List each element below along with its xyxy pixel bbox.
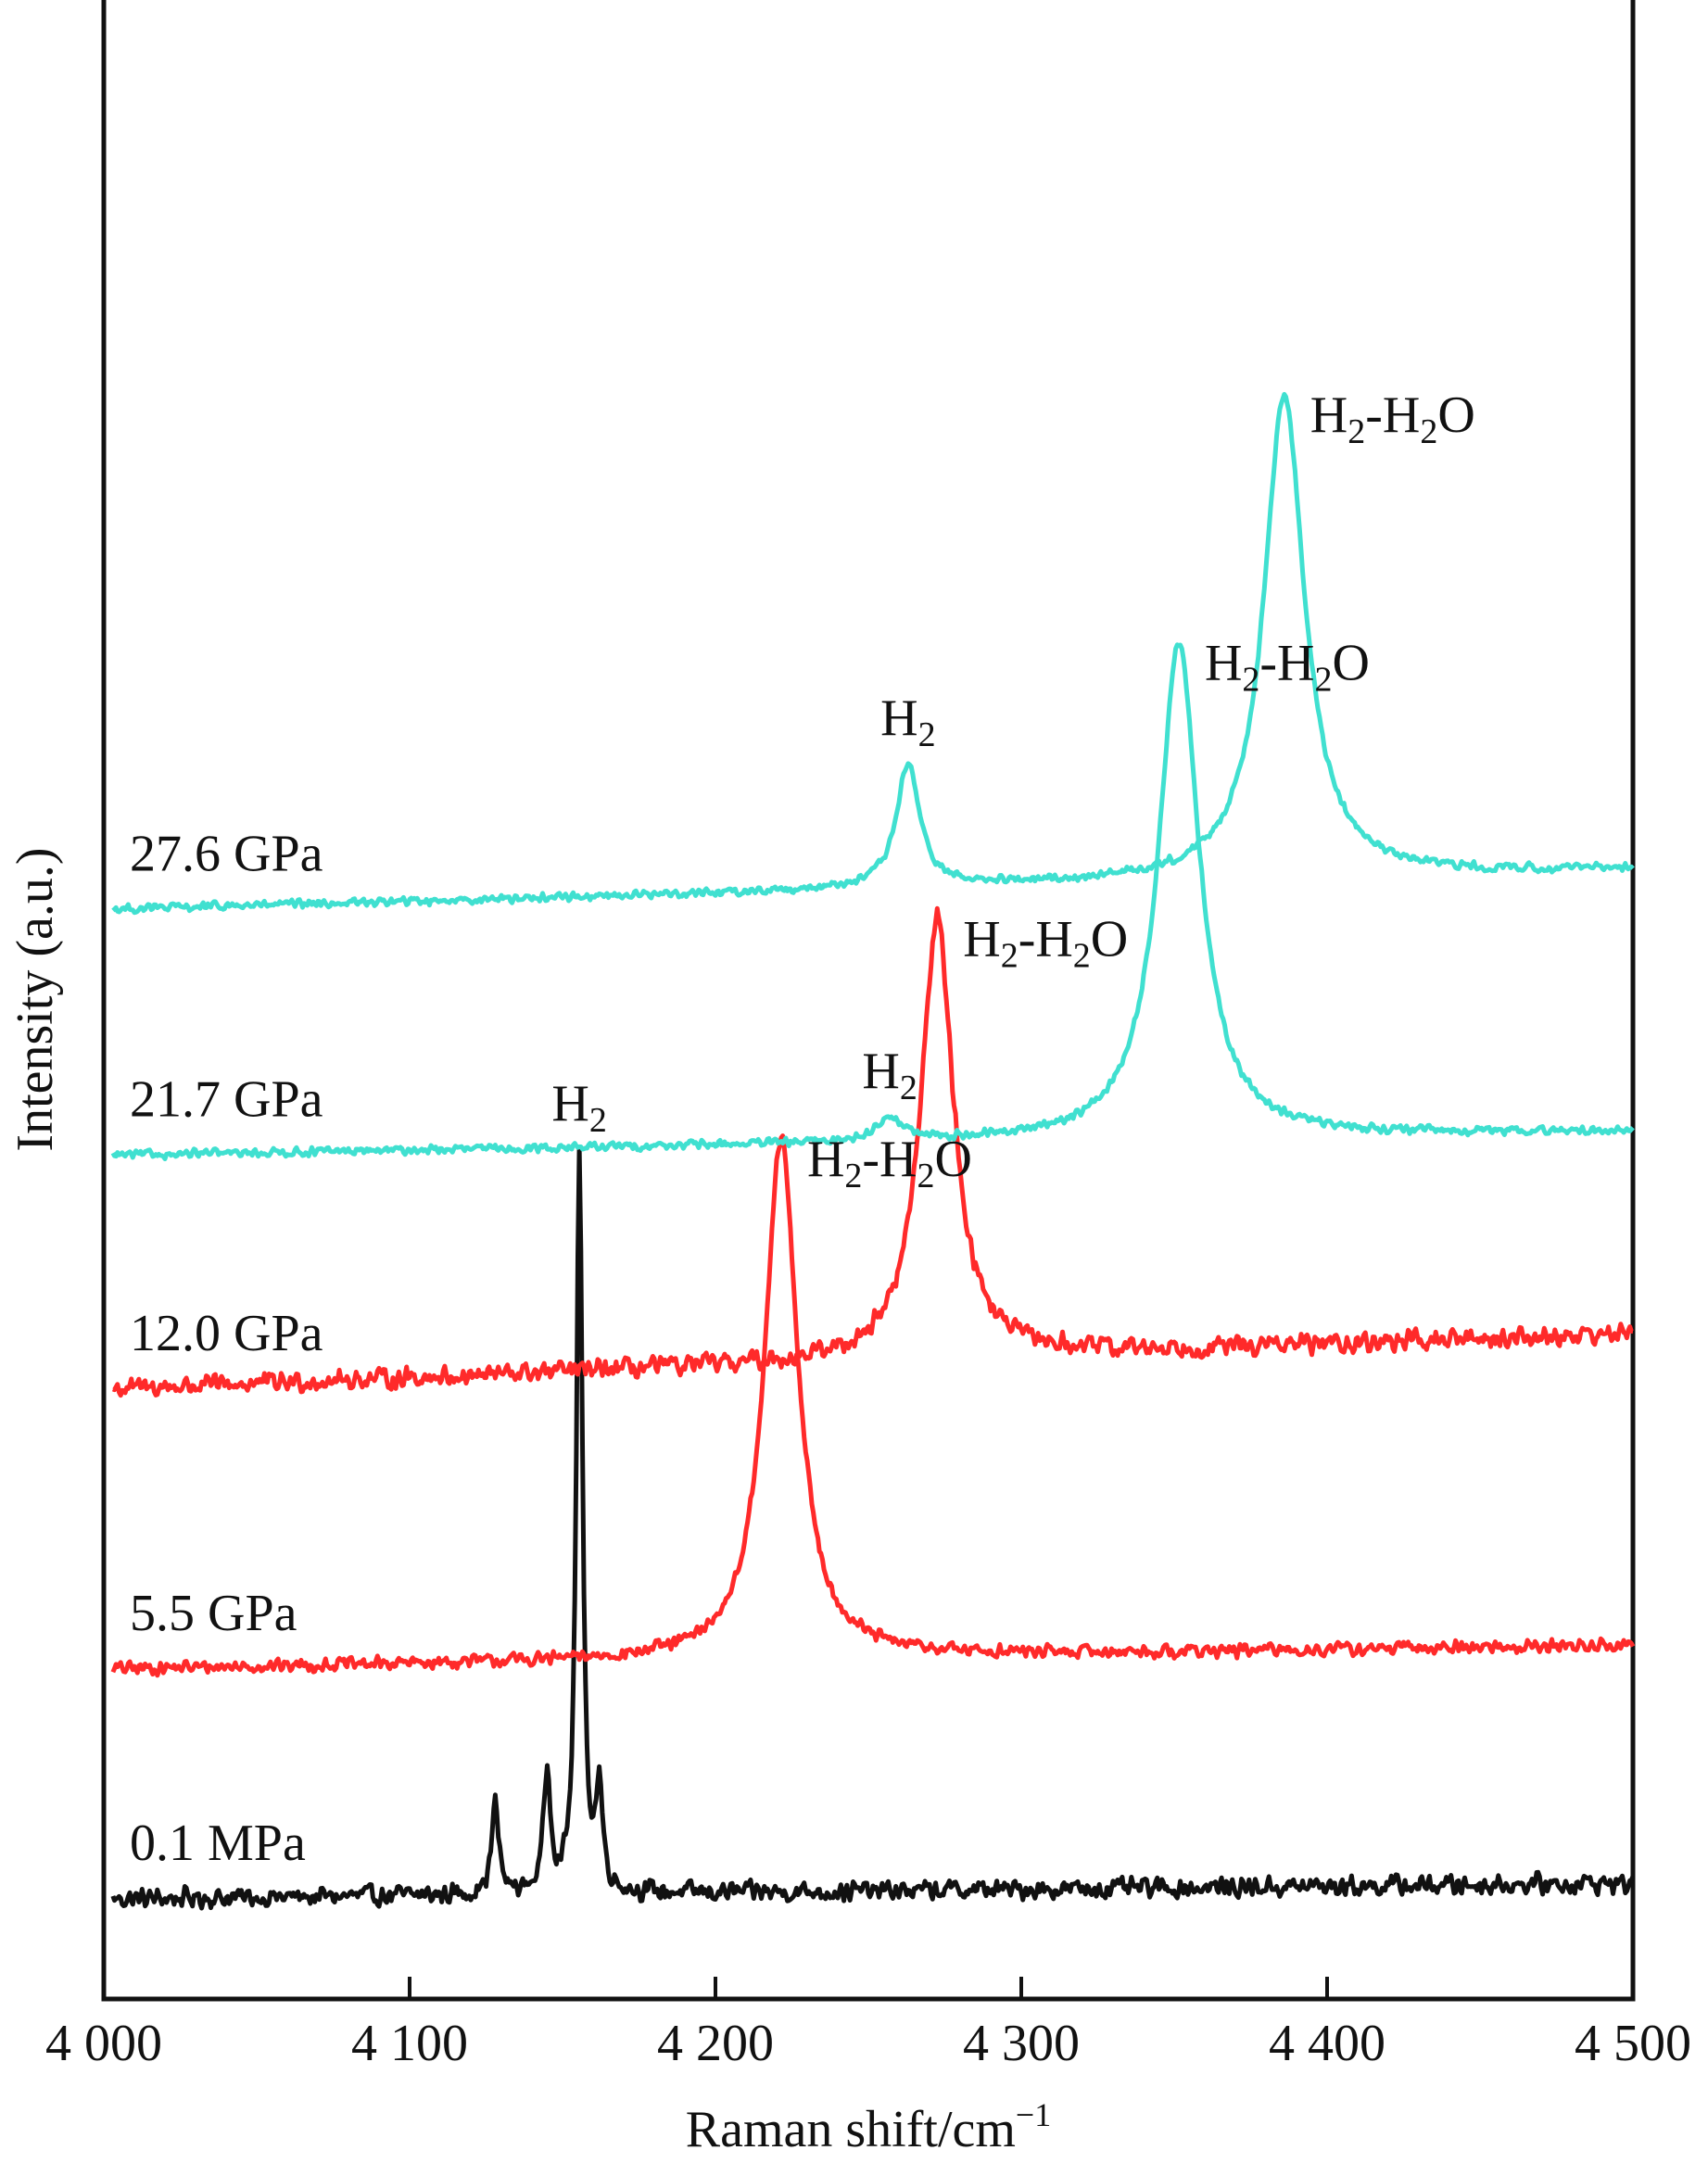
- series-label: 27.6 GPa: [130, 825, 323, 882]
- peak-label: H2-H2O: [1310, 386, 1475, 451]
- x-tick-label: 4 500: [1575, 2015, 1691, 2072]
- peak-label: H2: [862, 1043, 917, 1107]
- series-label: 21.7 GPa: [130, 1071, 323, 1129]
- series-label: 12.0 GPa: [130, 1305, 323, 1362]
- x-tick-label: 4 400: [1269, 2015, 1385, 2072]
- series-label: 0.1 MPa: [130, 1815, 306, 1872]
- peak-label: H2-H2O: [1205, 635, 1370, 700]
- spectrum-line: [110, 1133, 1636, 1678]
- curve-labels: 0.1 MPa 5.5 GPa 12.0 GPa 21.7 GPa 27.6 GPa: [130, 825, 323, 1872]
- x-axis-ticks: 4 000 4 100 4 200 4 300 4 400 4 500: [45, 1977, 1691, 2072]
- x-tick-label: 4 000: [45, 2015, 162, 2072]
- spectrum-line: [110, 642, 1635, 1161]
- plot-border: [101, 0, 1636, 2002]
- peak-label: H2: [551, 1075, 606, 1140]
- peak-label: H2-H2O: [807, 1131, 972, 1195]
- peak-label: H2-H2O: [963, 911, 1128, 976]
- peak-label: H2: [880, 689, 935, 754]
- spectrum-line: [111, 905, 1634, 1398]
- spectrum-line: [110, 1145, 1636, 1911]
- spectrum-line: [111, 392, 1635, 916]
- x-tick-label: 4 200: [657, 2015, 774, 2072]
- y-axis-label: Intensity (a.u.): [6, 847, 64, 1151]
- peak-labels: H2 H2-H2O H2-H2O H2 H2-H2O H2 H2-H2O: [551, 386, 1474, 1195]
- x-axis-label: Raman shift/cm−1: [686, 2096, 1051, 2158]
- series-label: 5.5 GPa: [130, 1585, 297, 1642]
- spectra-curves: [110, 392, 1636, 1911]
- x-tick-label: 4 100: [351, 2015, 468, 2072]
- x-tick-label: 4 300: [963, 2015, 1080, 2072]
- plot-frame: [101, 0, 1636, 2002]
